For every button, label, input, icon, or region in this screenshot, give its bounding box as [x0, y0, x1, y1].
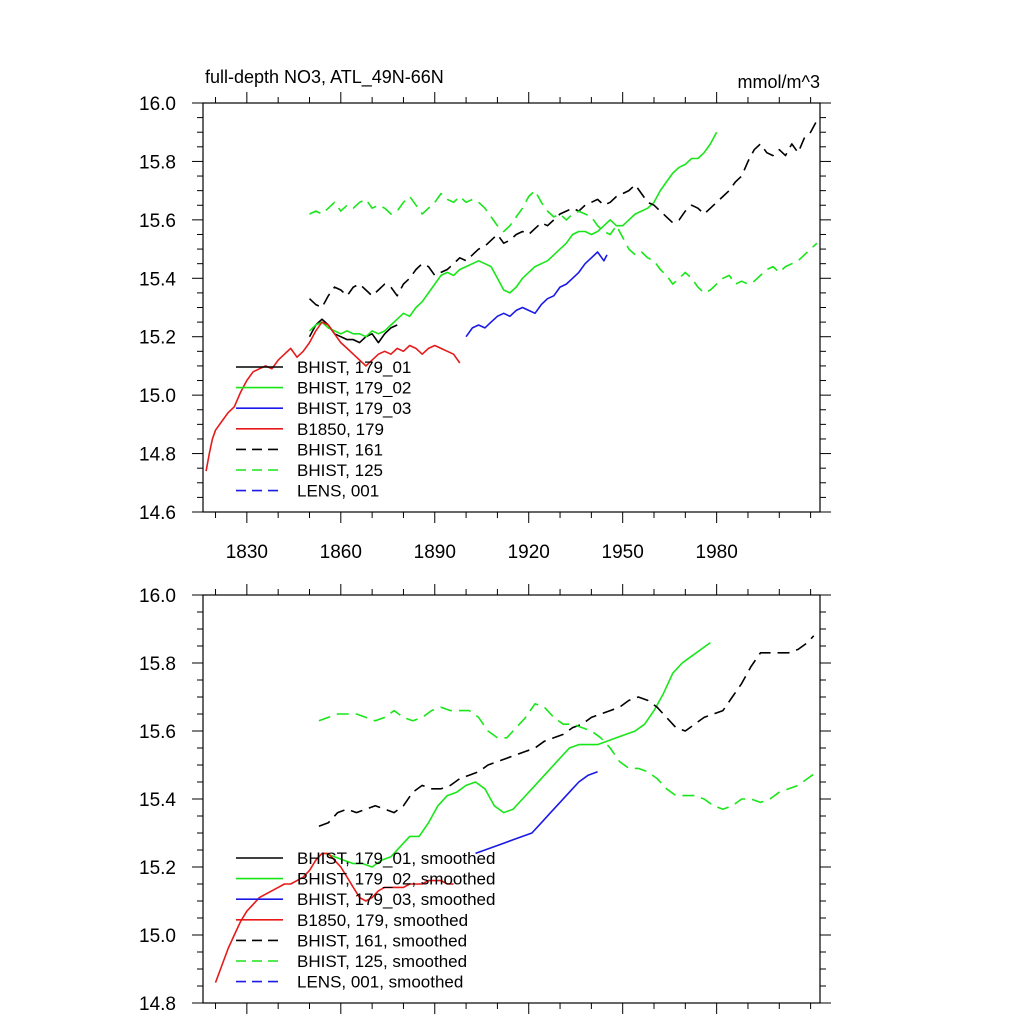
y-tick-label: 15.4 — [139, 790, 176, 811]
legend-label: BHIST, 179_02 — [297, 379, 411, 398]
series-line-1 — [308, 318, 398, 344]
legend-label: BHIST, 161 — [297, 440, 383, 459]
series-line-2 — [308, 131, 718, 338]
bottom-panel: 14.8 15.0 15.2 15.4 15.6 15.8 16.0 BHIST, 179_0… — [139, 584, 831, 1015]
y-tick-label: 14.8 — [139, 994, 176, 1015]
y-tick-label: 15.2 — [139, 858, 176, 879]
y-tick-label: 16.0 — [139, 586, 176, 607]
x-tick-label: 1920 — [508, 542, 550, 563]
legend: BHIST, 179_01, smoothed BHIST, 179_02, sm… — [236, 849, 495, 992]
legend-label: BHIST, 125, smoothed — [297, 952, 467, 971]
y-tick-label: 15.6 — [139, 722, 176, 743]
y-tick-label: 15.8 — [139, 152, 176, 173]
series-line-4 — [214, 852, 454, 983]
legend-label: BHIST, 179_02, smoothed — [297, 870, 495, 889]
x-tick-label: 1980 — [696, 542, 738, 563]
legend-label: BHIST, 125 — [297, 461, 383, 480]
series-line-5 — [308, 120, 818, 309]
series-line-5 — [318, 635, 815, 827]
legend-label: BHIST, 161, smoothed — [297, 931, 467, 950]
y-tick-label: 15.6 — [139, 211, 176, 232]
legend-label: BHIST, 179_03 — [297, 399, 411, 418]
legend-label: B1850, 179 — [297, 420, 384, 439]
legend-label: BHIST, 179_01 — [297, 358, 411, 377]
top-chart-units: mmol/m^3 — [738, 72, 820, 92]
legend-label: B1850, 179, smoothed — [297, 911, 468, 930]
legend-label: BHIST, 179_01, smoothed — [297, 849, 495, 868]
series-line-6 — [309, 189, 818, 294]
x-tick-label: 1860 — [320, 542, 362, 563]
bottom-plot-area: 14.8 15.0 15.2 15.4 15.6 15.8 16.0 BHIST, 179_0… — [139, 584, 831, 1015]
series-line-6 — [318, 702, 818, 811]
y-tick-label: 15.2 — [139, 328, 176, 349]
series-line-3 — [465, 251, 608, 338]
top-panel: full-depth NO3, ATL_49N-66N mmol/m^3 183… — [139, 67, 831, 563]
y-tick-label: 14.8 — [139, 445, 176, 466]
x-tick-label: 1950 — [602, 542, 644, 563]
series-line-3 — [475, 771, 598, 855]
x-tick-label: 1830 — [226, 542, 268, 563]
y-tick-label: 16.0 — [139, 94, 176, 115]
legend-label: BHIST, 179_03, smoothed — [297, 890, 495, 909]
series-line-2 — [324, 641, 711, 868]
y-tick-label: 14.6 — [139, 503, 176, 524]
y-tick-label: 15.0 — [139, 926, 176, 947]
legend-label: LENS, 001, smoothed — [297, 973, 463, 992]
y-tick-label: 15.8 — [139, 654, 176, 675]
y-tick-label: 15.4 — [139, 269, 176, 290]
top-chart-title: full-depth NO3, ATL_49N-66N — [205, 67, 444, 88]
x-tick-label: 1890 — [414, 542, 456, 563]
series-line-4 — [205, 321, 461, 472]
y-tick-label: 15.0 — [139, 386, 176, 407]
legend-label: LENS, 001 — [297, 482, 379, 501]
top-plot-area: 1830 1860 1890 1920 1950 1980 14.6 14.8 15.0 15.2… — [139, 92, 831, 563]
